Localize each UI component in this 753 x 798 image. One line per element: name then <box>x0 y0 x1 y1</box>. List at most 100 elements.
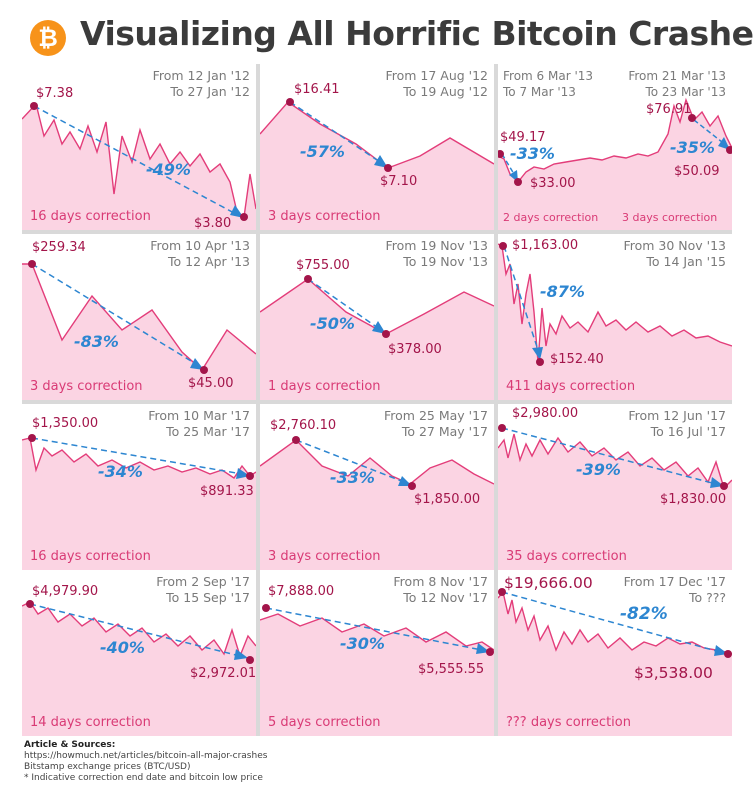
price-area <box>22 104 256 230</box>
change-percent: -33% <box>330 468 375 487</box>
price-chart-1 <box>22 102 256 230</box>
crash-panel-6: From 30 Nov '13 To 14 Jan '15 $1,163.00 -… <box>498 234 732 400</box>
high-price-label: $259.34 <box>32 240 86 255</box>
page-title: Visualizing All Horrific Bitcoin Crashes <box>80 14 753 53</box>
change-percent: -57% <box>300 142 345 161</box>
high-price-label: $2,980.00 <box>512 406 579 421</box>
correction-label: 3 days correction <box>268 209 381 224</box>
correction-label: 5 days correction <box>268 715 381 730</box>
date-range: From 19 Nov '13 To 19 Nov '13 <box>385 238 488 269</box>
trend-arrow <box>33 105 237 215</box>
change-percent: -34% <box>98 462 143 481</box>
change-percent: -50% <box>310 314 355 333</box>
crash-panel-10: From 2 Sep '17 To 15 Sep '17 $4,979.90 -4… <box>22 570 256 736</box>
change-percent: -30% <box>340 634 385 653</box>
low-price-label-1: $33.00 <box>530 176 576 191</box>
date-range: From 12 Jan '12 To 27 Jan '12 <box>152 68 250 99</box>
date-range: From 17 Aug '12 To 19 Aug '12 <box>385 68 488 99</box>
price-chart-6 <box>498 242 732 400</box>
change-percent: -39% <box>576 460 621 479</box>
header: ₿ Visualizing All Horrific Bitcoin Crash… <box>0 0 753 64</box>
correction-label: 411 days correction <box>506 379 636 394</box>
correction-label: 14 days correction <box>30 715 151 730</box>
low-marker <box>240 213 248 221</box>
crash-panel-5: From 19 Nov '13 To 19 Nov '13 $755.00 -50… <box>260 234 494 400</box>
correction-label: 35 days correction <box>506 549 627 564</box>
sources-heading: Article & Sources: <box>24 740 116 750</box>
date-range-1: From 6 Mar '13 To 7 Mar '13 <box>503 69 594 99</box>
low-price-label: $378.00 <box>388 342 442 357</box>
date-range: From 25 May '17 To 27 May '17 <box>384 408 488 439</box>
high-price-label: $7,888.00 <box>268 584 335 599</box>
date-range: From 2 Sep '17 To 15 Sep '17 <box>156 574 250 605</box>
price-chart-10 <box>22 600 256 736</box>
low-price-label: $45.00 <box>188 376 234 391</box>
high-price-label: $19,666.00 <box>504 574 593 592</box>
change-percent: -87% <box>540 282 585 301</box>
change-percent: -40% <box>100 638 145 657</box>
low-price-label: $1,850.00 <box>414 492 481 507</box>
correction-label: 16 days correction <box>30 549 151 564</box>
high-price-label: $1,350.00 <box>32 416 99 431</box>
low-price-label: $3.80 <box>194 216 232 230</box>
change-percent-2: -35% <box>670 138 715 157</box>
high-price-label: $16.41 <box>294 82 340 97</box>
change-percent: -49% <box>146 160 191 179</box>
price-chart-11 <box>260 604 494 736</box>
low-price-label: $891.33 <box>200 484 254 499</box>
date-range: From 17 Dec '17 To ??? <box>623 574 726 605</box>
arrow-head <box>230 205 244 218</box>
crash-panel-11: From 8 Nov '17 To 12 Nov '17 $7,888.00 -3… <box>260 570 494 736</box>
sources-note: * Indicative correction end date and bit… <box>24 773 263 783</box>
crash-panel-3: From 6 Mar '13 To 7 Mar '13 From 21 Mar '… <box>498 64 732 230</box>
date-range: From 30 Nov '13 To 14 Jan '15 <box>623 238 726 269</box>
bitcoin-logo-icon: ₿ <box>30 20 66 56</box>
chart-grid: From 12 Jan '12 To 27 Jan '12 $7.38 -49% … <box>22 64 732 736</box>
correction-label-2: 3 days correction <box>622 211 718 224</box>
price-chart-9 <box>498 424 732 570</box>
price-chart-12 <box>498 588 732 736</box>
low-price-label: $7.10 <box>380 174 418 189</box>
change-percent: -83% <box>74 332 119 351</box>
crash-panel-4: From 10 Apr '13 To 12 Apr '13 $259.34 -83… <box>22 234 256 400</box>
change-percent: -82% <box>620 604 668 624</box>
price-chart-8 <box>260 436 494 570</box>
low-price-label: $5,555.55 <box>418 662 485 677</box>
correction-label: 3 days correction <box>268 549 381 564</box>
sources-footer: Article & Sources: https://howmuch.net/a… <box>24 740 267 784</box>
correction-label: ??? days correction <box>506 715 631 730</box>
high-price-label-2: $76.91 <box>646 102 692 117</box>
correction-label-1: 2 days correction <box>503 211 599 224</box>
crash-panel-8: From 25 May '17 To 27 May '17 $2,760.10 -… <box>260 404 494 570</box>
low-price-label: $3,538.00 <box>634 664 713 682</box>
date-range: From 10 Mar '17 To 25 Mar '17 <box>148 408 250 439</box>
high-price-label: $755.00 <box>296 258 350 273</box>
price-line <box>22 102 256 219</box>
high-price-label: $4,979.90 <box>32 584 99 599</box>
low-price-label-2: $50.09 <box>674 164 720 179</box>
high-marker <box>30 102 38 110</box>
crash-panel-2: From 17 Aug '12 To 19 Aug '12 $16.41 -57%… <box>260 64 494 230</box>
crash-panel-1: From 12 Jan '12 To 27 Jan '12 $7.38 -49% … <box>22 64 256 230</box>
price-chart-5 <box>260 275 494 400</box>
crash-panel-9: From 12 Jun '17 To 16 Jul '17 $2,980.00 -… <box>498 404 732 570</box>
low-price-label: $152.40 <box>550 352 604 367</box>
date-range: From 8 Nov '17 To 12 Nov '17 <box>393 574 488 605</box>
price-chart-7 <box>22 434 256 570</box>
crash-panel-12: From 17 Dec '17 To ??? $19,666.00 -82% $3… <box>498 570 732 736</box>
price-chart-2 <box>260 98 494 230</box>
price-chart-3 <box>498 97 732 230</box>
low-price-label: $1,830.00 <box>660 492 727 507</box>
sources-url[interactable]: https://howmuch.net/articles/bitcoin-all… <box>24 751 268 761</box>
low-price-label: $2,972.01 <box>190 666 256 681</box>
date-range-2: From 21 Mar '13 To 23 Mar '13 <box>628 69 726 99</box>
crash-panel-7: From 10 Mar '17 To 25 Mar '17 $1,350.00 -… <box>22 404 256 570</box>
date-range: From 10 Apr '13 To 12 Apr '13 <box>150 238 250 269</box>
high-price-label: $1,163.00 <box>512 238 579 253</box>
sources-exchange: Bitstamp exchange prices (BTC/USD) <box>24 762 191 772</box>
high-price-label: $7.38 <box>36 86 74 101</box>
correction-label: 3 days correction <box>30 379 143 394</box>
high-price-label: $2,760.10 <box>270 418 337 433</box>
correction-label: 16 days correction <box>30 209 151 224</box>
correction-label: 1 days correction <box>268 379 381 394</box>
